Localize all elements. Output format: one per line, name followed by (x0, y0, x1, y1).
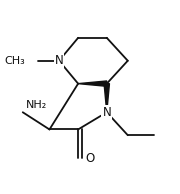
Text: O: O (86, 152, 95, 165)
Polygon shape (104, 84, 109, 112)
Text: NH₂: NH₂ (26, 100, 47, 110)
Text: N: N (55, 54, 63, 67)
Text: N: N (102, 106, 111, 119)
Polygon shape (78, 81, 107, 86)
Text: CH₃: CH₃ (4, 56, 25, 66)
